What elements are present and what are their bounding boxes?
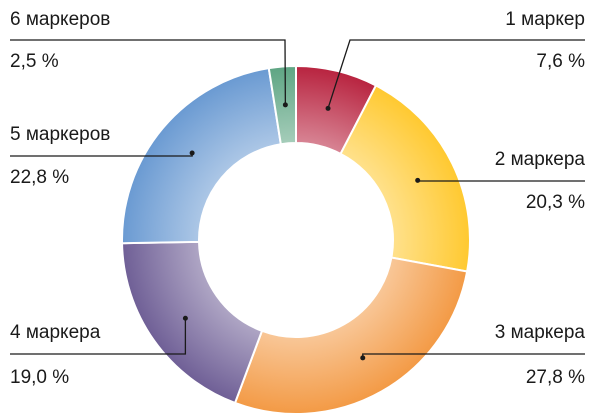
leader-line <box>327 39 585 109</box>
leader-line <box>10 39 287 105</box>
value-label: 2,5 % <box>10 51 59 72</box>
leader-line <box>417 180 585 182</box>
slice-label: 3 маркера <box>495 322 586 343</box>
leader-dot <box>415 177 421 183</box>
donut-slice <box>339 84 471 273</box>
value-label: 19,0 % <box>10 367 69 388</box>
leader-dot <box>282 102 288 108</box>
value-label: 27,8 % <box>526 367 585 388</box>
slice-label: 1 маркер <box>505 9 585 30</box>
leader-dot <box>360 355 366 361</box>
slice-label: 5 маркеров <box>10 124 110 145</box>
slice-label: 6 маркеров <box>10 9 110 30</box>
donut-slice <box>121 240 264 405</box>
donut-slice <box>121 66 282 245</box>
slice-label: 4 маркера <box>10 322 101 343</box>
value-label: 7,6 % <box>536 51 585 72</box>
leader-dot <box>325 105 331 111</box>
donut-slice <box>233 256 469 415</box>
leader-line <box>10 318 187 355</box>
leader-dot <box>189 150 195 156</box>
slice-label: 2 маркера <box>495 149 586 170</box>
donut-slice <box>267 64 297 146</box>
value-label: 22,8 % <box>10 167 69 188</box>
value-label: 20,3 % <box>526 192 585 213</box>
leader-dot <box>182 315 188 321</box>
